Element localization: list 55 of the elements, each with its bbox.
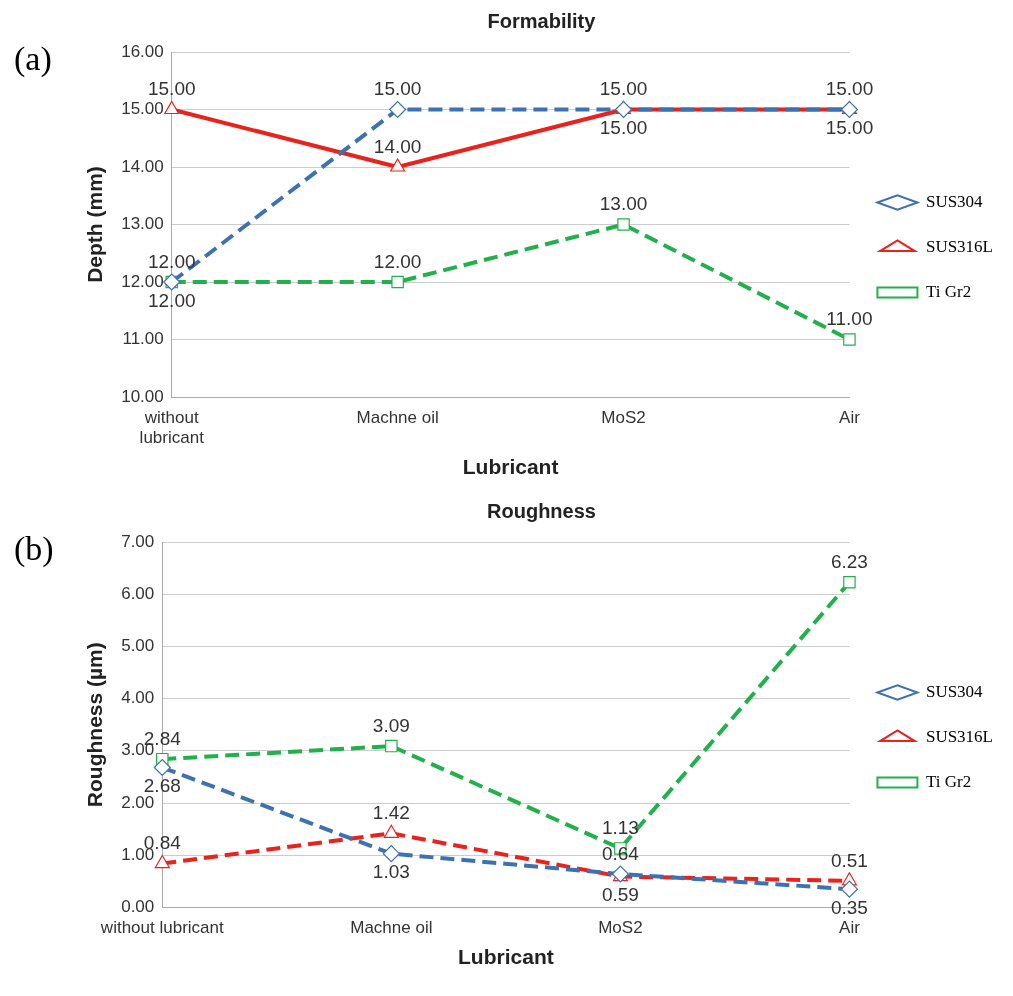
y-tick-label: 4.00 <box>121 688 155 708</box>
legend-label: SUS304 <box>925 681 984 701</box>
data-label: 11.00 <box>826 308 873 330</box>
data-label: 3.09 <box>372 714 410 736</box>
y-tick-label: 7.00 <box>121 531 155 551</box>
x-axis-title: Lubricant <box>462 455 559 479</box>
text: (b) <box>14 530 54 568</box>
data-label: 15.00 <box>825 117 874 139</box>
x-tick-label: MoS2 <box>601 407 646 427</box>
x-tick-label: Machne oil <box>350 918 433 938</box>
y-tick-label: 0.00 <box>121 897 155 917</box>
data-label: 15.00 <box>147 78 196 100</box>
chart-title: Formability <box>487 9 597 32</box>
y-tick-label: 10.00 <box>121 386 164 406</box>
x-tick-label: without lubricant <box>139 407 205 448</box>
data-label: 0.51 <box>830 849 868 871</box>
data-label: 0.59 <box>601 884 639 906</box>
legend-label: SUS304 <box>925 191 984 211</box>
legend-label: SUS316L <box>925 236 994 256</box>
legend-label: SUS316L <box>925 726 994 746</box>
x-tick-label: Machne oil <box>356 407 439 427</box>
x-tick-label: Air <box>839 407 861 427</box>
data-label: 1.03 <box>372 861 410 883</box>
legend-label: Ti Gr2 <box>925 281 972 301</box>
y-tick-label: 15.00 <box>121 99 164 119</box>
data-label: 1.13 <box>601 817 639 839</box>
legend-label: Ti Gr2 <box>925 771 972 791</box>
data-label: 1.42 <box>372 802 410 824</box>
y-tick-label: 6.00 <box>121 583 155 603</box>
chart-title: Roughness <box>487 499 596 522</box>
text: (a) <box>14 40 52 78</box>
data-label: 0.64 <box>601 842 640 864</box>
data-label: 13.00 <box>599 193 648 215</box>
y-tick-label: 12.00 <box>121 271 164 291</box>
data-label: 12.00 <box>147 250 196 272</box>
x-tick-label: Air <box>839 918 861 938</box>
data-label: 6.23 <box>830 550 868 572</box>
data-label: 15.00 <box>599 78 648 100</box>
data-label: 12.00 <box>373 250 422 272</box>
data-label: 0.35 <box>830 896 868 918</box>
y-axis-title: Roughness (µm) <box>83 642 107 808</box>
y-tick-label: 16.00 <box>121 41 164 61</box>
data-label: 15.00 <box>825 78 874 100</box>
x-axis-title: Lubricant <box>458 945 554 969</box>
y-tick-label: 11.00 <box>122 329 164 349</box>
y-tick-label: 14.00 <box>121 156 164 176</box>
y-axis-title: Depth (mm) <box>83 166 107 283</box>
data-label: 14.00 <box>373 135 422 157</box>
x-tick-label: without lubricant <box>99 918 224 938</box>
y-tick-label: 13.00 <box>121 214 164 234</box>
data-label: 15.00 <box>373 78 422 100</box>
data-label: 12.00 <box>147 289 196 311</box>
y-tick-label: 5.00 <box>121 636 155 656</box>
x-tick-label: MoS2 <box>598 918 643 938</box>
data-label: 15.00 <box>599 117 648 139</box>
